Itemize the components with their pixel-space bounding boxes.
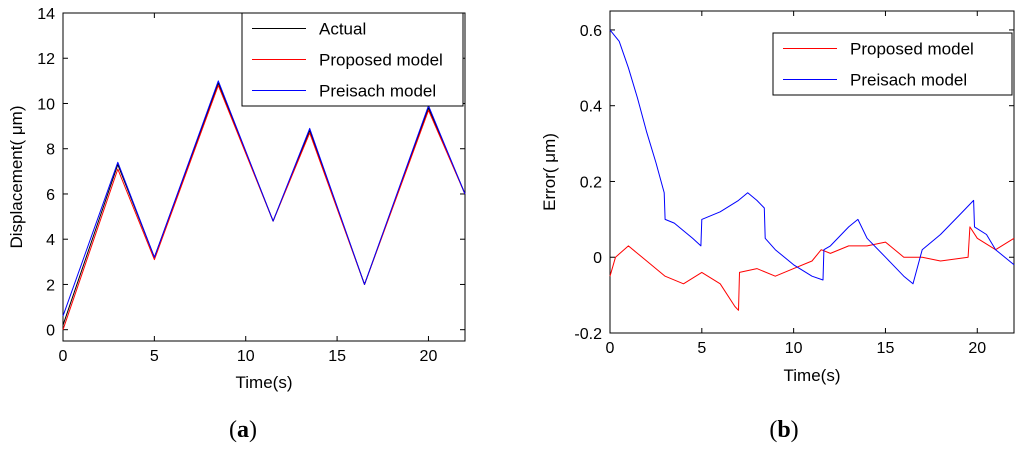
chart-a: 0 5 10 15 20 0 2 4 6 8 10 12 14 Time(s) Displacement… [7,6,466,443]
chart-b-y-tick-label: 0.4 [580,99,602,116]
chart-a-legend: Actual Proposed model Preisach model [241,12,464,107]
chart-a-series-line-preisach-model [62,80,466,317]
chart-b-series [609,29,1015,311]
chart-a-y-axis-label: Displacement( μm) [7,106,26,249]
chart-a-x-tick-label: 20 [420,348,438,365]
chart-b-legend-label: Preisach model [850,71,967,90]
chart-a-legend-label: Proposed model [319,51,443,70]
chart-a-y-tick-label: 2 [46,277,55,294]
chart-a-x-tick-label: 0 [59,348,68,365]
chart-a-x-tick-label: 5 [150,348,159,365]
chart-a-series [62,80,466,330]
chart-b-x-tick-label: 15 [877,340,895,357]
chart-a-y-tick-label: 10 [37,96,55,113]
chart-a-x-tick-label: 15 [328,348,346,365]
chart-b: 0 5 10 15 20-0.200.20.40.6 Time(s) Error( μm… [540,10,1015,443]
chart-b-legend-box [772,32,1013,96]
chart-b-legend: Proposed model Preisach model [772,32,1013,96]
chart-b-x-tick-label: 5 [697,340,706,357]
chart-b-y-tick-label: -0.2 [574,326,602,343]
chart-a-x-tick-label: 10 [237,348,255,365]
chart-b-ticks: 0 5 10 15 20-0.200.20.40.6 [574,11,1014,357]
chart-b-x-axis-label: Time(s) [784,366,841,385]
chart-b-caption: (b) [769,417,798,443]
chart-b-y-tick-label: 0.2 [580,174,602,191]
chart-a-caption-letter: a [237,417,249,443]
chart-b-y-axis-label: Error( μm) [540,133,559,211]
chart-a-caption: (a) [229,417,257,443]
chart-b-x-tick-label: 20 [968,340,986,357]
chart-a-y-tick-label: 12 [37,51,55,68]
chart-b-y-tick-label: 0 [593,250,602,267]
chart-a-ticks: 0 5 10 15 20 0 2 4 6 8 10 12 14 [37,6,465,365]
chart-b-caption-letter: b [777,417,790,443]
chart-a-y-tick-label: 6 [46,187,55,204]
chart-a-y-tick-label: 14 [37,6,55,23]
chart-b-series-line-preisach-model [609,29,1015,285]
chart-a-y-tick-label: 0 [46,323,55,340]
chart-b-legend-label: Proposed model [850,40,974,59]
chart-a-y-tick-label: 8 [46,142,55,159]
chart-a-x-axis-label: Time(s) [236,373,293,392]
chart-a-legend-label: Actual [319,20,366,39]
chart-b-series-line-proposed-model [609,226,1015,311]
chart-a-y-tick-label: 4 [46,232,55,249]
chart-b-x-tick-label: 0 [606,340,615,357]
chart-b-x-tick-label: 10 [785,340,803,357]
chart-b-y-tick-label: 0.6 [580,23,602,40]
chart-a-legend-label: Preisach model [319,82,436,101]
